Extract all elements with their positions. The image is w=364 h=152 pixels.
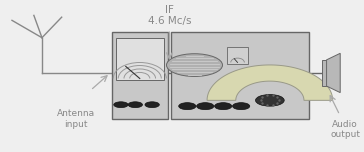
Text: Audio
output: Audio output xyxy=(330,120,360,139)
Circle shape xyxy=(145,102,159,108)
Polygon shape xyxy=(327,53,340,93)
Bar xyxy=(171,32,309,119)
Text: IF
4.6 Mc/s: IF 4.6 Mc/s xyxy=(148,5,191,26)
Polygon shape xyxy=(207,65,333,100)
Bar xyxy=(112,32,167,119)
Bar xyxy=(227,47,248,64)
Circle shape xyxy=(215,103,232,110)
Circle shape xyxy=(128,102,142,108)
Circle shape xyxy=(197,103,214,110)
Circle shape xyxy=(256,95,284,106)
Circle shape xyxy=(114,102,128,108)
Circle shape xyxy=(179,103,196,110)
Text: Antenna
input: Antenna input xyxy=(57,109,95,129)
Circle shape xyxy=(166,54,222,76)
Bar xyxy=(115,38,164,80)
Circle shape xyxy=(233,103,250,110)
Bar xyxy=(322,60,327,86)
